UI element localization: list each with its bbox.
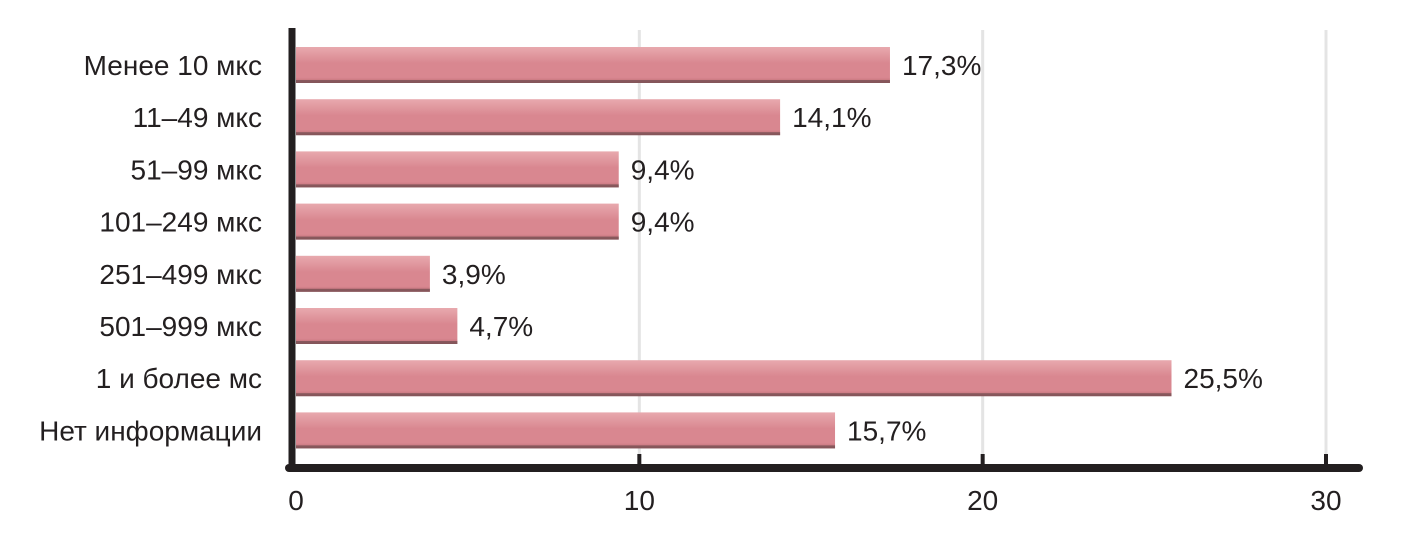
value-label: 3,9% xyxy=(442,259,506,290)
bar xyxy=(296,99,781,136)
value-label: 9,4% xyxy=(631,154,695,185)
bar-shadow xyxy=(296,132,781,136)
x-tick-label: 20 xyxy=(967,485,998,516)
bar xyxy=(296,412,836,449)
category-label: 501–999 мкс xyxy=(99,311,262,342)
category-label: 101–249 мкс xyxy=(99,207,262,238)
bar xyxy=(296,47,890,83)
bar-shadow xyxy=(296,341,458,344)
category-label: 1 и более мс xyxy=(96,363,262,394)
value-label: 4,7% xyxy=(469,311,533,342)
bars xyxy=(296,47,1172,449)
x-tick-label: 10 xyxy=(624,485,655,516)
category-label: Менее 10 мкс xyxy=(84,50,262,81)
x-tick-label: 0 xyxy=(288,485,304,516)
bar-shadow xyxy=(296,80,890,83)
bar-shadow xyxy=(296,184,619,188)
value-label: 25,5% xyxy=(1184,363,1263,394)
category-label: Нет информации xyxy=(39,415,262,446)
bar xyxy=(296,151,619,188)
grid-lines xyxy=(637,30,1328,468)
bar xyxy=(296,360,1172,397)
labels: 0 10 20 30 Менее 10 мкс 17,3% 11–49 мкс 14,1% 51… xyxy=(39,50,1341,516)
x-tick-label: 30 xyxy=(1310,485,1341,516)
bar-shadow xyxy=(296,445,836,449)
axes xyxy=(285,28,1363,472)
bar-shadow xyxy=(296,393,1172,397)
bar xyxy=(296,308,458,344)
value-label: 9,4% xyxy=(631,207,695,238)
value-label: 14,1% xyxy=(792,102,871,133)
category-label: 51–99 мкс xyxy=(131,154,262,185)
bar-shadow xyxy=(296,236,619,240)
bar-shadow xyxy=(296,288,430,292)
value-label: 15,7% xyxy=(847,415,926,446)
bar xyxy=(296,203,619,240)
bar xyxy=(296,255,430,292)
value-label: 17,3% xyxy=(902,50,981,81)
category-label: 251–499 мкс xyxy=(99,259,262,290)
category-label: 11–49 мкс xyxy=(133,102,262,133)
